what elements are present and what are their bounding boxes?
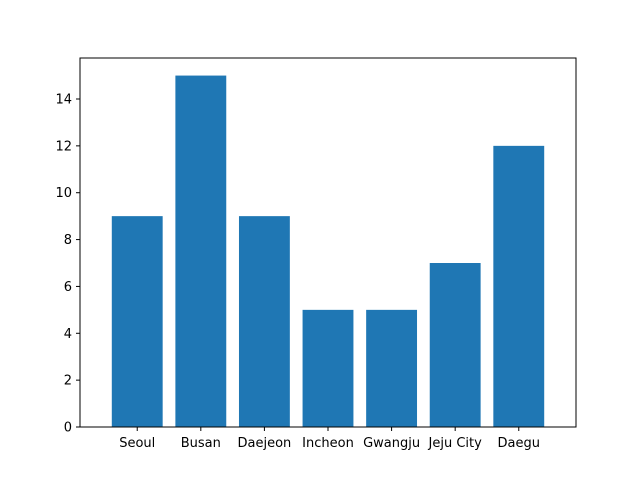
y-tick-label: 12 — [55, 139, 72, 154]
axes-layer: 0 2 4 6 8 10 12 14 Seoul Busan Daejeon Incheon Gwang… — [55, 57, 577, 451]
y-tick-label: 4 — [64, 327, 72, 342]
y-tick-label: 8 — [64, 233, 72, 248]
x-tick-label: Seoul — [119, 436, 155, 451]
x-tick-label: Busan — [181, 436, 221, 451]
x-tick-label: Incheon — [302, 436, 354, 451]
x-tick-label: Daegu — [498, 436, 540, 451]
bar-gwangju — [366, 309, 418, 427]
y-tick-label: 10 — [55, 186, 72, 201]
bar-busan — [175, 75, 227, 428]
y-tick-label: 6 — [64, 280, 72, 295]
bar-daegu — [493, 145, 545, 427]
x-tick-label: Gwangju — [363, 436, 420, 451]
x-tick-label: Jeju City — [428, 436, 483, 451]
x-tick-label: Daejeon — [238, 436, 292, 451]
bar-seoul — [111, 216, 163, 427]
bar-daejeon — [238, 216, 290, 427]
y-tick-label: 0 — [64, 421, 72, 436]
y-tick-label: 2 — [64, 374, 72, 389]
bar-incheon — [302, 309, 354, 427]
bar-jeju-city — [429, 263, 481, 427]
y-tick-label: 14 — [55, 93, 72, 108]
bars-layer — [111, 75, 545, 428]
